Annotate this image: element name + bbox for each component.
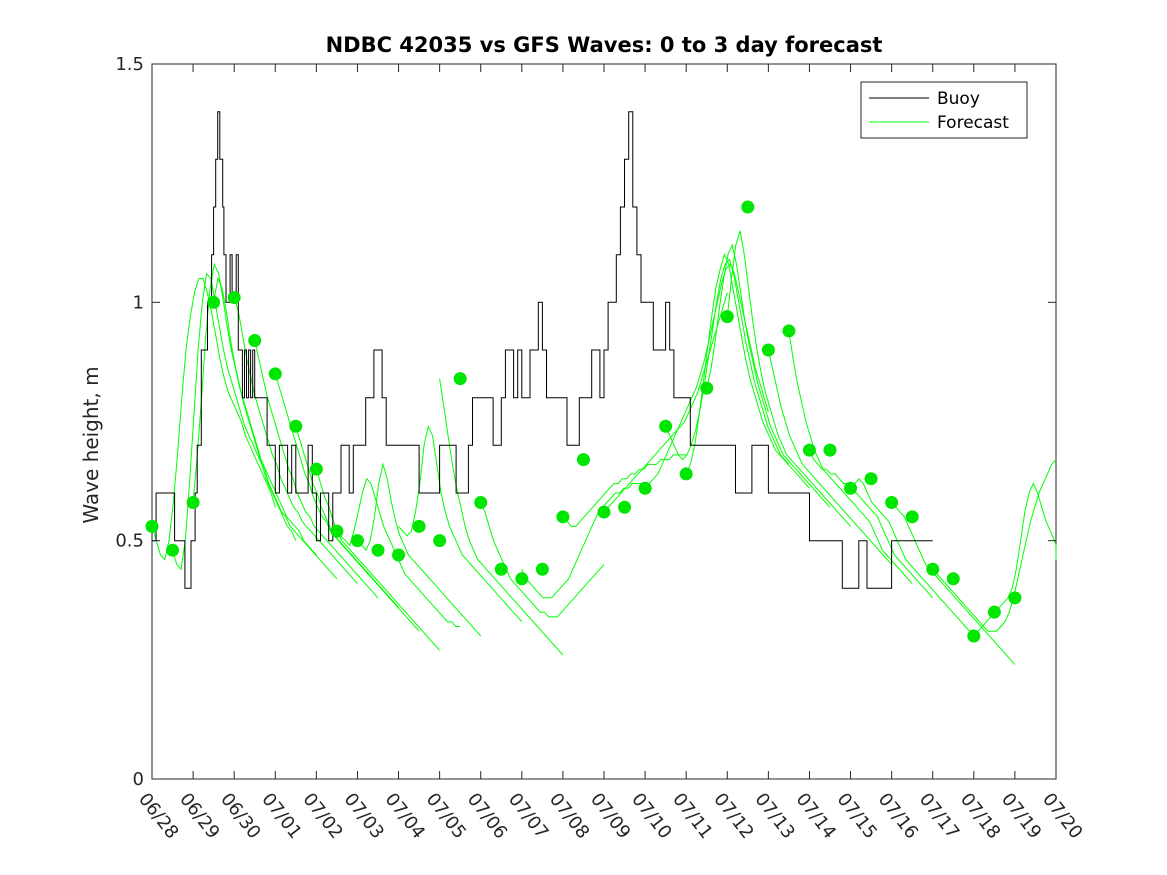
- forecast-marker: [433, 534, 447, 548]
- forecast-marker: [515, 572, 529, 586]
- forecast-marker: [741, 200, 755, 214]
- forecast-marker: [638, 481, 652, 495]
- forecast-marker: [207, 295, 221, 309]
- forecast-run-line: [521, 483, 646, 599]
- y-tick-label: 1: [133, 292, 144, 313]
- forecast-marker: [761, 343, 775, 357]
- forecast-marker: [309, 462, 323, 476]
- forecast-marker: [268, 367, 282, 381]
- y-tick-label: 0: [133, 769, 144, 790]
- forecast-marker: [1008, 591, 1022, 605]
- forecast-marker: [350, 534, 364, 548]
- forecast-run-line: [767, 349, 892, 565]
- forecast-marker: [166, 543, 180, 557]
- forecast-marker: [885, 496, 899, 510]
- forecast-marker: [618, 500, 632, 514]
- forecast-marker: [576, 453, 590, 467]
- forecast-marker: [987, 605, 1001, 619]
- legend-label-buoy: Buoy: [937, 89, 980, 109]
- forecast-marker: [248, 333, 262, 347]
- forecast-run-line: [213, 276, 338, 580]
- forecast-marker: [864, 472, 878, 486]
- forecast-marker: [823, 443, 837, 457]
- forecast-run-line: [151, 278, 276, 561]
- legend-box: [860, 81, 1028, 139]
- y-tick-label: 0.5: [115, 531, 144, 552]
- forecast-marker: [844, 481, 858, 495]
- forecast-run-line: [192, 262, 317, 556]
- forecast-marker: [782, 324, 796, 338]
- forecast-marker: [967, 629, 981, 643]
- forecast-marker: [597, 505, 611, 519]
- forecast-run-line: [706, 243, 831, 508]
- forecast-marker: [556, 510, 570, 524]
- forecast-marker: [371, 543, 385, 557]
- forecast-marker: [535, 562, 549, 576]
- legend-label-forecast: Forecast: [937, 113, 1009, 133]
- forecast-marker: [659, 419, 673, 433]
- forecast-marker: [145, 519, 159, 533]
- forecast-marker: [926, 562, 940, 576]
- forecast-run-line: [809, 449, 934, 599]
- forecast-run-line: [932, 459, 1057, 632]
- forecast-marker: [412, 519, 426, 533]
- forecast-run-line: [685, 253, 810, 489]
- chart-title: NDBC 42035 vs GFS Waves: 0 to 3 day fore…: [326, 33, 883, 57]
- forecast-run-line: [439, 378, 564, 656]
- forecast-run-line: [850, 477, 975, 637]
- forecast-run-line: [644, 263, 769, 489]
- forecast-marker: [227, 291, 241, 305]
- forecast-marker: [453, 372, 467, 386]
- forecast-marker: [905, 510, 919, 524]
- forecast-marker: [946, 572, 960, 586]
- y-axis-label: Wave height, m: [79, 366, 103, 523]
- y-tick-label: 1.5: [115, 54, 144, 75]
- forecast-marker: [330, 524, 344, 538]
- forecast-marker: [289, 419, 303, 433]
- forecast-run-line: [891, 502, 1016, 665]
- forecast-marker: [186, 496, 200, 510]
- legend: Buoy Forecast: [860, 81, 1028, 139]
- forecast-run-line: [357, 462, 482, 637]
- forecast-run-line: [480, 502, 605, 618]
- forecast-marker: [700, 381, 714, 395]
- forecast-marker: [679, 467, 693, 481]
- forecast-run-line: [295, 426, 420, 632]
- forecast-marker: [474, 496, 488, 510]
- forecast-run-line: [973, 482, 1057, 637]
- forecast-marker: [392, 548, 406, 562]
- forecast-marker: [494, 562, 508, 576]
- forecast-markers: [145, 200, 1022, 643]
- forecast-marker: [720, 310, 734, 324]
- plot-area: [151, 63, 1057, 780]
- forecast-run-line: [172, 272, 297, 571]
- forecast-run-line: [726, 230, 851, 527]
- y-axis: 0 0.5 1 1.5: [115, 54, 1056, 790]
- forecast-run-line: [274, 373, 399, 608]
- forecast-run-line: [603, 292, 728, 513]
- forecast-run-line: [562, 454, 687, 527]
- forecast-marker: [802, 443, 816, 457]
